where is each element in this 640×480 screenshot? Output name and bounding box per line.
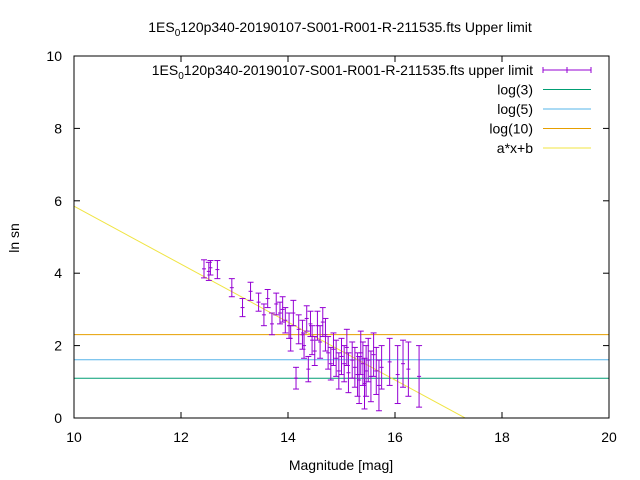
- data-point: [260, 303, 267, 327]
- legend-item: a*x+b: [497, 140, 591, 156]
- data-point: [293, 366, 300, 390]
- legend-item: 1ES0120p340-20190107-S001-R001-R-211535.…: [152, 62, 592, 82]
- data-point: [365, 337, 372, 383]
- data-point: [319, 307, 326, 338]
- data-point: [370, 332, 377, 377]
- data-point: [375, 359, 382, 412]
- y-tick-label: 8: [54, 120, 62, 136]
- data-point: [317, 325, 324, 359]
- data-point: [335, 352, 342, 390]
- axis-ticks: 10 12 14 16 18 20 0 2 4 6 8 10: [46, 48, 617, 445]
- x-tick-label: 16: [387, 429, 403, 445]
- data-point: [351, 346, 358, 388]
- data-point: [305, 355, 312, 383]
- y-axis-label: ln sn: [6, 223, 22, 253]
- legend-label: a*x+b: [497, 140, 533, 156]
- legend: 1ES0120p340-20190107-S001-R001-R-211535.…: [152, 62, 592, 156]
- data-point: [345, 352, 352, 394]
- data-point: [405, 341, 412, 397]
- data-point: [264, 288, 271, 309]
- data-point: [394, 345, 401, 405]
- legend-label: log(10): [489, 121, 533, 137]
- data-point: [373, 346, 380, 395]
- errorbar-series: [201, 259, 423, 412]
- plot-frame: [73, 55, 610, 419]
- data-point: [327, 346, 334, 381]
- data-point: [333, 339, 340, 377]
- legend-item: log(10): [489, 121, 591, 137]
- data-point: [276, 301, 283, 325]
- data-point: [325, 336, 332, 370]
- data-point: [201, 259, 208, 279]
- x-tick-label: 18: [494, 429, 510, 445]
- data-point: [349, 341, 356, 379]
- data-point: [322, 317, 329, 352]
- data-point: [301, 332, 308, 359]
- data-point: [247, 281, 254, 301]
- data-point: [386, 337, 393, 386]
- y-tick-label: 10: [46, 48, 62, 64]
- data-point: [303, 305, 310, 332]
- data-point: [239, 298, 246, 318]
- data-point: [311, 336, 318, 367]
- data-point: [214, 260, 221, 280]
- y-tick-label: 2: [54, 338, 62, 354]
- data-point: [357, 330, 364, 376]
- x-axis-label: Magnitude [mag]: [289, 457, 393, 473]
- data-point: [290, 299, 297, 327]
- data-point: [268, 312, 275, 336]
- data-point: [295, 314, 302, 345]
- data-point: [341, 345, 348, 383]
- legend-item: log(5): [497, 101, 591, 117]
- data-point: [378, 345, 385, 390]
- data-point: [400, 339, 407, 388]
- y-tick-label: 0: [54, 410, 62, 426]
- data-point: [356, 355, 363, 405]
- data-point: [228, 278, 235, 298]
- x-tick-label: 14: [280, 429, 296, 445]
- data-point: [309, 325, 316, 356]
- data-point: [338, 337, 345, 376]
- chart-title: 1ES0120p340-20190107-S001-R001-R-211535.…: [148, 19, 532, 39]
- data-point: [279, 296, 286, 323]
- data-point: [207, 260, 214, 276]
- x-tick-label: 20: [601, 429, 617, 445]
- y-tick-label: 6: [54, 193, 62, 209]
- x-tick-label: 12: [173, 429, 189, 445]
- legend-item: log(3): [497, 82, 591, 98]
- data-point: [273, 292, 280, 316]
- legend-label: log(5): [497, 101, 533, 117]
- y-tick-label: 4: [54, 265, 62, 281]
- data-point: [330, 332, 337, 367]
- data-point: [282, 307, 289, 334]
- legend-label: log(3): [497, 82, 533, 98]
- legend-label: 1ES0120p340-20190107-S001-R001-R-211535.…: [152, 62, 533, 82]
- data-point: [255, 292, 262, 312]
- x-tick-label: 10: [66, 429, 82, 445]
- data-point: [416, 345, 423, 408]
